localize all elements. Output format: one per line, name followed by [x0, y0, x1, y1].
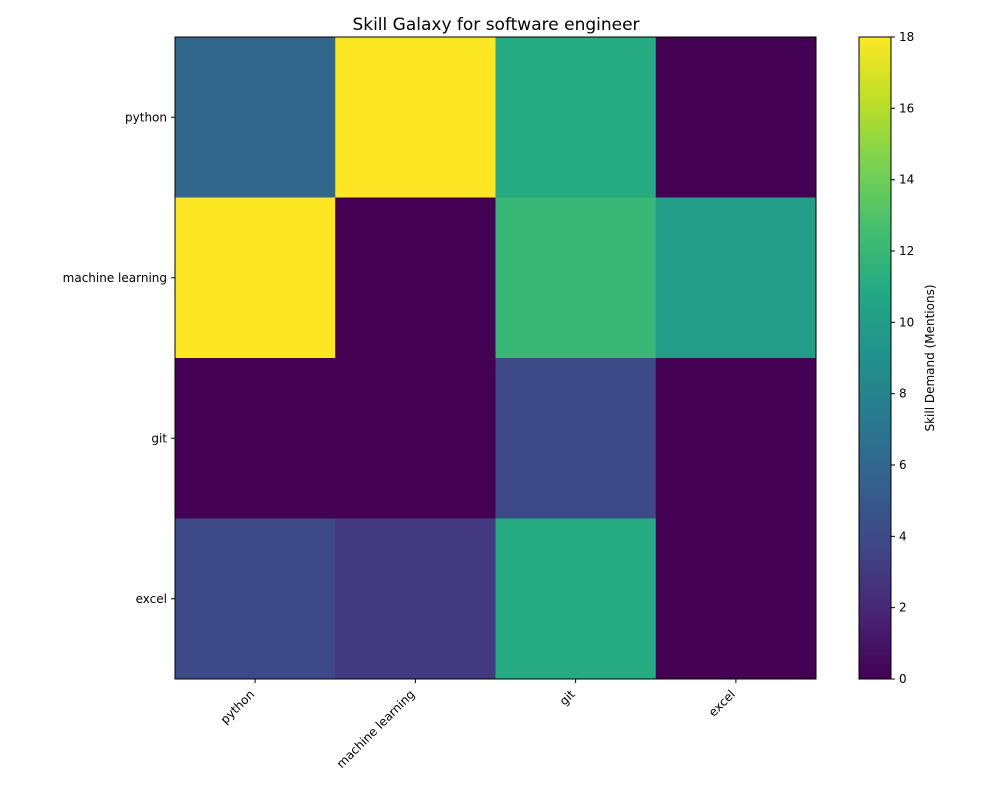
- x-tick-label: git: [557, 687, 578, 708]
- heatmap-cell: [335, 37, 496, 198]
- heatmap-cell: [495, 358, 657, 519]
- heatmap-cell: [335, 518, 496, 680]
- x-tick-label: python: [218, 687, 258, 727]
- heatmap-cell: [655, 37, 817, 198]
- colorbar-tick-label: 8: [899, 387, 907, 401]
- heatmap-cell: [655, 197, 817, 359]
- heatmap-cell: [335, 197, 496, 359]
- colorbar: [858, 36, 892, 680]
- heatmap-cell: [655, 358, 817, 519]
- y-tick-label: machine learning: [63, 271, 167, 285]
- heatmap-cells: [175, 37, 817, 680]
- heatmap-cell: [175, 518, 336, 680]
- y-tick-label: excel: [136, 592, 167, 606]
- heatmap-cell: [495, 518, 657, 680]
- heatmap-cell: [655, 518, 817, 680]
- y-tick-label: python: [125, 110, 167, 124]
- y-tick-label: git: [151, 431, 167, 445]
- colorbar-tick-label: 0: [899, 672, 907, 686]
- colorbar-label: Skill Demand (Mentions): [923, 284, 937, 431]
- colorbar-tick-label: 6: [899, 458, 907, 472]
- heatmap-cell: [495, 37, 657, 198]
- heatmap-cell: [175, 37, 336, 198]
- x-tick-label: excel: [706, 687, 738, 719]
- colorbar-tick-label: 12: [899, 244, 914, 258]
- x-axis-ticks: python machine learning git excel: [218, 679, 738, 771]
- heatmap-cell: [175, 358, 336, 519]
- colorbar-tick-label: 10: [899, 315, 914, 329]
- chart-title: Skill Galaxy for software engineer: [352, 15, 639, 35]
- colorbar-tick-label: 18: [899, 30, 914, 44]
- x-tick-label: machine learning: [334, 687, 418, 771]
- heatmap-cell: [175, 197, 336, 359]
- colorbar-tick-label: 14: [899, 173, 914, 187]
- colorbar-tick-label: 4: [899, 529, 907, 543]
- heatmap-cell: [335, 358, 496, 519]
- colorbar-ticks: 0 2 4 6 8 10 12 14 16 18: [891, 30, 914, 686]
- colorbar-tick-label: 2: [899, 601, 907, 615]
- heatmap-cell: [495, 197, 657, 359]
- y-axis-ticks: python machine learning git excel: [63, 110, 175, 606]
- colorbar-tick-label: 16: [899, 101, 914, 115]
- plot-frame: [174, 36, 817, 680]
